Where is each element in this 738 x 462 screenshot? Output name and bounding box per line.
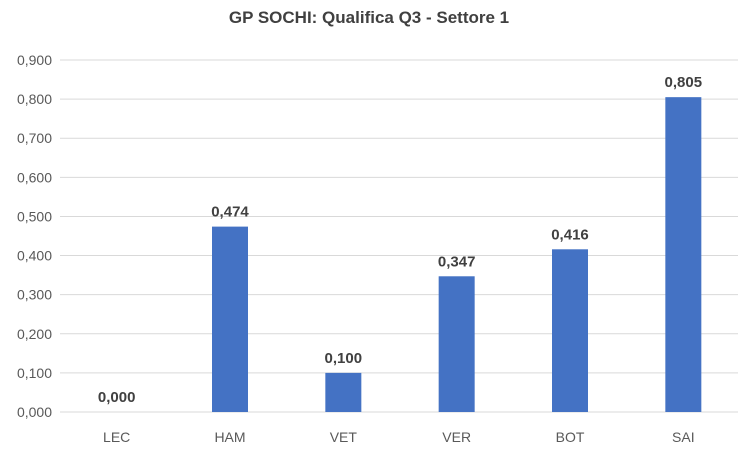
y-tick-label: 0,500 <box>17 208 52 224</box>
data-label-sai: 0,805 <box>665 74 703 91</box>
y-tick-label: 0,300 <box>17 287 52 303</box>
data-label-vet: 0,100 <box>325 350 363 367</box>
category-label-bot: BOT <box>556 429 585 445</box>
bar-vet <box>325 372 362 412</box>
data-label-ver: 0,347 <box>438 253 476 270</box>
chart-title: GP SOCHI: Qualifica Q3 - Settore 1 <box>228 8 510 27</box>
y-tick-label: 0,200 <box>17 326 52 342</box>
category-label-vet: VET <box>330 429 358 445</box>
data-label-ham: 0,474 <box>211 204 249 221</box>
y-tick-label: 0,000 <box>17 404 52 420</box>
y-tick-label: 0,700 <box>17 130 52 146</box>
data-label-lec: 0,000 <box>98 389 136 406</box>
bars <box>212 97 702 413</box>
y-tick-label: 0,900 <box>17 52 52 68</box>
data-labels: 0,000 0,474 0,100 0,347 0,416 0,805 <box>98 74 702 406</box>
y-tick-label: 0,100 <box>17 365 52 381</box>
y-tick-label: 0,800 <box>17 91 52 107</box>
category-label-ham: HAM <box>214 429 245 445</box>
y-axis-ticks: 0,000 0,100 0,200 0,300 0,400 0,500 0,600 0,700… <box>17 52 52 420</box>
bar-bot <box>552 249 588 412</box>
category-label-sai: SAI <box>672 429 695 445</box>
x-axis-categories: LEC HAM VET VER BOT SAI <box>103 429 695 445</box>
bar-sai <box>665 97 702 413</box>
category-label-lec: LEC <box>103 429 130 445</box>
y-tick-label: 0,600 <box>17 169 52 185</box>
bar-ham <box>212 226 248 412</box>
data-label-bot: 0,416 <box>551 226 589 243</box>
bar-ver <box>438 276 475 412</box>
grid-lines <box>60 59 738 413</box>
category-label-ver: VER <box>442 429 471 445</box>
y-tick-label: 0,400 <box>17 248 52 264</box>
